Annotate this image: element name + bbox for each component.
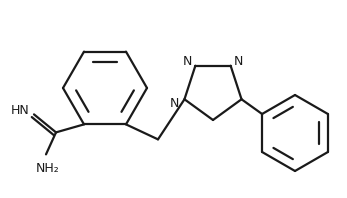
Text: N: N	[170, 97, 179, 110]
Text: NH₂: NH₂	[36, 162, 60, 175]
Text: N: N	[234, 55, 243, 68]
Text: HN: HN	[11, 104, 29, 117]
Text: N: N	[183, 55, 192, 68]
